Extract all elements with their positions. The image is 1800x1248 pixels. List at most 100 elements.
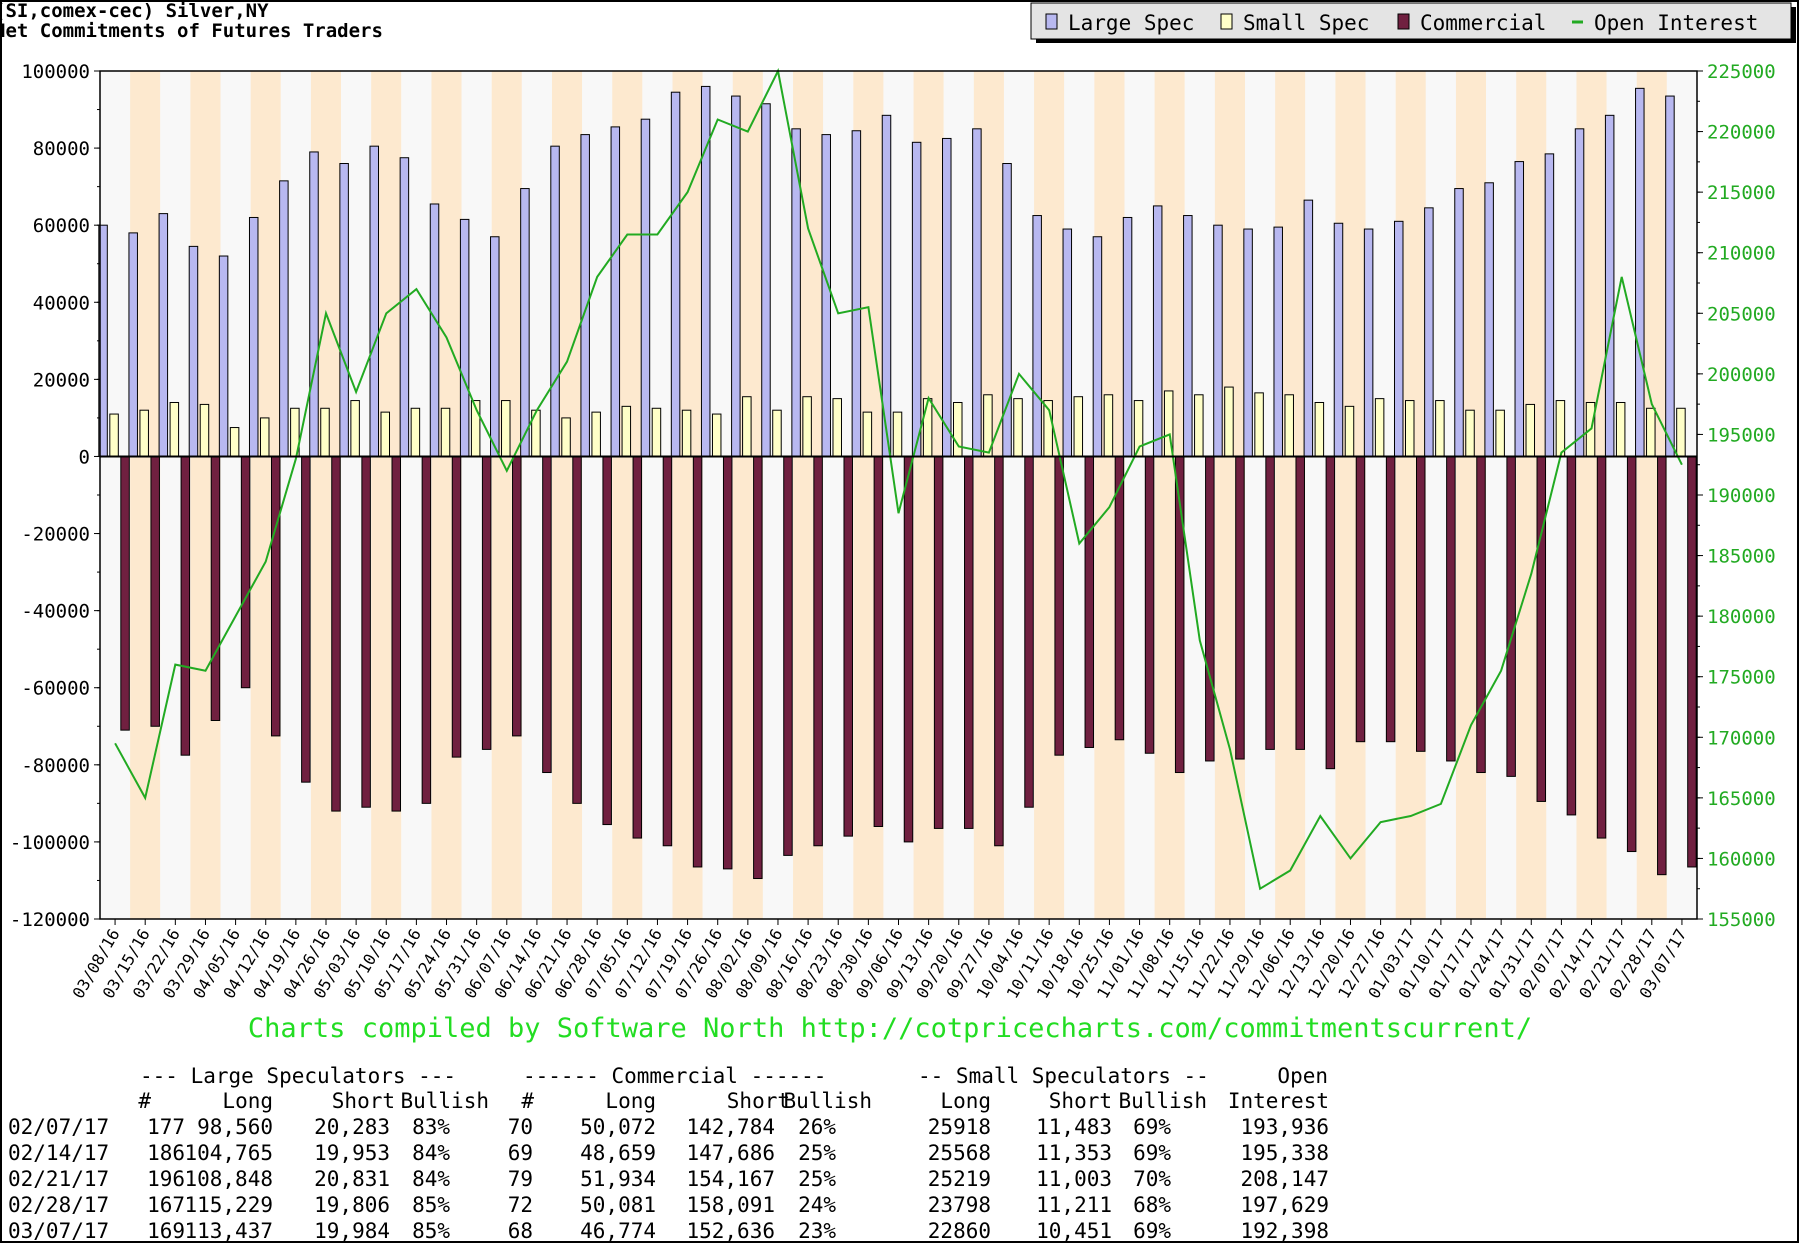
- bar-large-spec: [310, 152, 319, 457]
- bar-large-spec: [1455, 189, 1464, 457]
- y2-tick-label: 155000: [1707, 909, 1776, 931]
- bar-small-spec: [893, 412, 902, 456]
- bar-large-spec: [611, 127, 620, 457]
- bar-commercial: [844, 456, 853, 836]
- table-cell: 83%: [412, 1115, 450, 1139]
- bar-small-spec: [170, 402, 179, 456]
- table-cell: 79: [508, 1167, 533, 1191]
- bar-commercial: [1627, 456, 1636, 851]
- table-cell: 26%: [798, 1115, 836, 1139]
- table-cell: 23%: [798, 1219, 836, 1243]
- bar-commercial: [934, 456, 943, 828]
- bar-large-spec: [822, 135, 831, 457]
- bar-small-spec: [1285, 395, 1294, 457]
- y2-tick-label: 215000: [1707, 182, 1776, 204]
- bar-large-spec: [280, 181, 289, 457]
- bar-large-spec: [1515, 162, 1524, 457]
- bar-commercial: [1658, 456, 1667, 874]
- bar-small-spec: [381, 412, 390, 456]
- bar-large-spec: [1364, 229, 1373, 456]
- table-cell: 85%: [412, 1193, 450, 1217]
- y-tick-label: 60000: [33, 215, 90, 237]
- y-tick-label: 0: [79, 446, 90, 468]
- bar-small-spec: [773, 410, 782, 456]
- bar-large-spec: [943, 138, 952, 456]
- table-cell: 19,953: [314, 1141, 390, 1165]
- table-cell: 69%: [1133, 1115, 1171, 1139]
- bar-small-spec: [200, 404, 209, 456]
- y2-tick-label: 225000: [1707, 61, 1776, 83]
- table-cell: 25%: [798, 1167, 836, 1191]
- bar-small-spec: [1647, 408, 1656, 456]
- table-cell: 84%: [412, 1141, 450, 1165]
- bar-commercial: [151, 456, 160, 726]
- table-cell: 113,437: [184, 1219, 273, 1243]
- y-tick-label: -60000: [21, 678, 90, 700]
- bar-large-spec: [1184, 216, 1193, 457]
- y-tick-label: -100000: [10, 832, 90, 854]
- y2-tick-label: 175000: [1707, 667, 1776, 689]
- table-col-header: Short: [727, 1089, 790, 1113]
- bar-large-spec: [973, 129, 982, 457]
- bar-commercial: [513, 456, 522, 735]
- bar-commercial: [814, 456, 823, 845]
- table-cell: 50,081: [580, 1193, 656, 1217]
- bar-large-spec: [219, 256, 228, 456]
- table-cell: 20,831: [314, 1167, 390, 1191]
- table-cell: 22860: [928, 1219, 991, 1243]
- bar-large-spec: [1093, 237, 1102, 457]
- table-group-header: ------ Commercial ------: [523, 1064, 826, 1088]
- y2-tick-label: 210000: [1707, 243, 1776, 265]
- bar-large-spec: [912, 142, 921, 456]
- table-cell: 70%: [1133, 1167, 1171, 1191]
- table-col-header: Bullish: [1118, 1089, 1207, 1113]
- table-cell: 84%: [412, 1167, 450, 1191]
- legend-label: Large Spec: [1068, 11, 1194, 35]
- table-cell: 02/14/17: [8, 1141, 109, 1165]
- bar-commercial: [1416, 456, 1425, 751]
- bar-large-spec: [1575, 129, 1584, 457]
- bar-commercial: [995, 456, 1004, 845]
- table-cell: 69%: [1133, 1219, 1171, 1243]
- table-cell: 11,483: [1036, 1115, 1112, 1139]
- bar-commercial: [1597, 456, 1606, 838]
- bar-small-spec: [652, 408, 661, 456]
- bar-small-spec: [1195, 395, 1204, 457]
- legend-swatch: [1398, 14, 1409, 29]
- y2-tick-label: 180000: [1707, 606, 1776, 628]
- bar-large-spec: [460, 219, 469, 456]
- table-cell: 51,934: [580, 1167, 656, 1191]
- bar-large-spec: [641, 119, 650, 456]
- bar-large-spec: [1153, 206, 1162, 457]
- y-tick-label: 100000: [21, 61, 90, 83]
- bar-large-spec: [1244, 229, 1253, 456]
- bar-large-spec: [1304, 200, 1313, 456]
- table-cell: 02/21/17: [8, 1167, 109, 1191]
- table-cell: 142,784: [686, 1115, 775, 1139]
- bar-small-spec: [1375, 399, 1384, 457]
- table-cell: 11,003: [1036, 1167, 1112, 1191]
- bar-large-spec: [1485, 183, 1494, 457]
- bar-commercial: [633, 456, 642, 838]
- table-cell: 154,167: [686, 1167, 775, 1191]
- bar-small-spec: [1466, 410, 1475, 456]
- bar-commercial: [1296, 456, 1305, 749]
- legend-swatch: [1046, 14, 1057, 29]
- bar-commercial: [1266, 456, 1275, 749]
- table-group-header: -- Small Speculators --: [918, 1064, 1209, 1088]
- table-col-header: #: [521, 1089, 534, 1113]
- bar-commercial: [302, 456, 311, 782]
- bar-commercial: [603, 456, 612, 824]
- table-col-header: Long: [605, 1089, 656, 1113]
- bar-large-spec: [129, 233, 138, 457]
- chart-credit: Charts compiled by Software North http:/…: [248, 1013, 1532, 1044]
- bar-commercial: [362, 456, 371, 807]
- y2-tick-label: 195000: [1707, 424, 1776, 446]
- table-cell: 192,398: [1240, 1219, 1329, 1243]
- table-cell: 152,636: [686, 1219, 775, 1243]
- bar-small-spec: [351, 401, 360, 457]
- y2-tick-label: 165000: [1707, 788, 1776, 810]
- bar-commercial: [1356, 456, 1365, 741]
- bar-large-spec: [159, 214, 168, 457]
